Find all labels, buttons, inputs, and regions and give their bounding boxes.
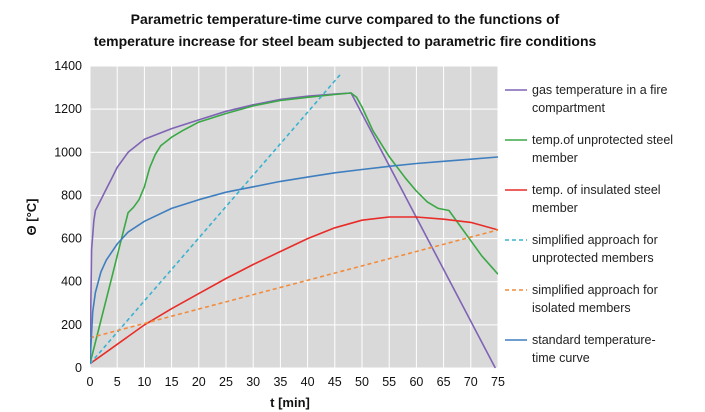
series-line-3	[90, 74, 341, 365]
legend-label-4: simplified approach for	[532, 283, 658, 297]
chart-title-line-2: temperature increase for steel beam subj…	[94, 33, 597, 49]
series-line-0	[90, 92, 497, 369]
y-tick-label: 1200	[54, 102, 82, 116]
x-tick-label: 5	[114, 375, 121, 389]
series-line-5	[90, 156, 498, 364]
chart-title-line-1: Parametric temperature-time curve compar…	[131, 11, 560, 27]
y-tick-label: 200	[61, 318, 82, 332]
plot-background	[90, 66, 498, 368]
legend-label-1: temp.of unprotected steel	[532, 133, 673, 147]
x-tick-label: 50	[355, 375, 369, 389]
y-tick-label: 1400	[54, 59, 82, 73]
y-tick-label: 800	[61, 188, 82, 202]
series-line-2	[90, 216, 498, 365]
y-tick-label: 1000	[54, 145, 82, 159]
legend-label-2: temp. of insulated steel	[532, 183, 661, 197]
legend-label-0: compartment	[532, 101, 605, 115]
x-tick-label: 20	[192, 375, 206, 389]
tick-labels: 0 5 10 15 20 25 30 35 40 45 50 55 60 65 70 75 0 200 400 600…	[54, 59, 505, 389]
legend-label-0: gas temperature in a fire	[532, 83, 668, 97]
legend-label-3: unprotected members	[532, 251, 654, 265]
x-tick-label: 30	[246, 375, 260, 389]
x-tick-label: 60	[409, 375, 423, 389]
legend: gas temperature in a fire compartment temp…	[505, 83, 673, 365]
y-tick-label: 600	[61, 232, 82, 246]
x-tick-label: 40	[301, 375, 315, 389]
x-tick-label: 70	[464, 375, 478, 389]
y-tick-label: 0	[75, 361, 82, 375]
x-tick-label: 55	[382, 375, 396, 389]
legend-label-3: simplified approach for	[532, 233, 658, 247]
series-lines	[90, 74, 498, 369]
legend-label-2: member	[532, 201, 578, 215]
y-axis-label: Θ [°C]	[24, 199, 39, 236]
x-tick-label: 65	[437, 375, 451, 389]
legend-label-1: member	[532, 151, 578, 165]
legend-label-5: time curve	[532, 351, 590, 365]
x-tick-label: 0	[87, 375, 94, 389]
series-line-4	[90, 229, 498, 339]
x-tick-label: 45	[328, 375, 342, 389]
series-line-1	[90, 92, 498, 364]
legend-label-5: standard temperature-	[532, 333, 656, 347]
x-axis-label: t [min]	[270, 395, 310, 410]
x-tick-label: 35	[273, 375, 287, 389]
x-tick-label: 25	[219, 375, 233, 389]
legend-label-4: isolated members	[532, 301, 631, 315]
x-tick-label: 10	[137, 375, 151, 389]
x-tick-label: 15	[165, 375, 179, 389]
y-tick-label: 400	[61, 275, 82, 289]
x-tick-label: 75	[491, 375, 505, 389]
plot-area	[90, 66, 498, 368]
